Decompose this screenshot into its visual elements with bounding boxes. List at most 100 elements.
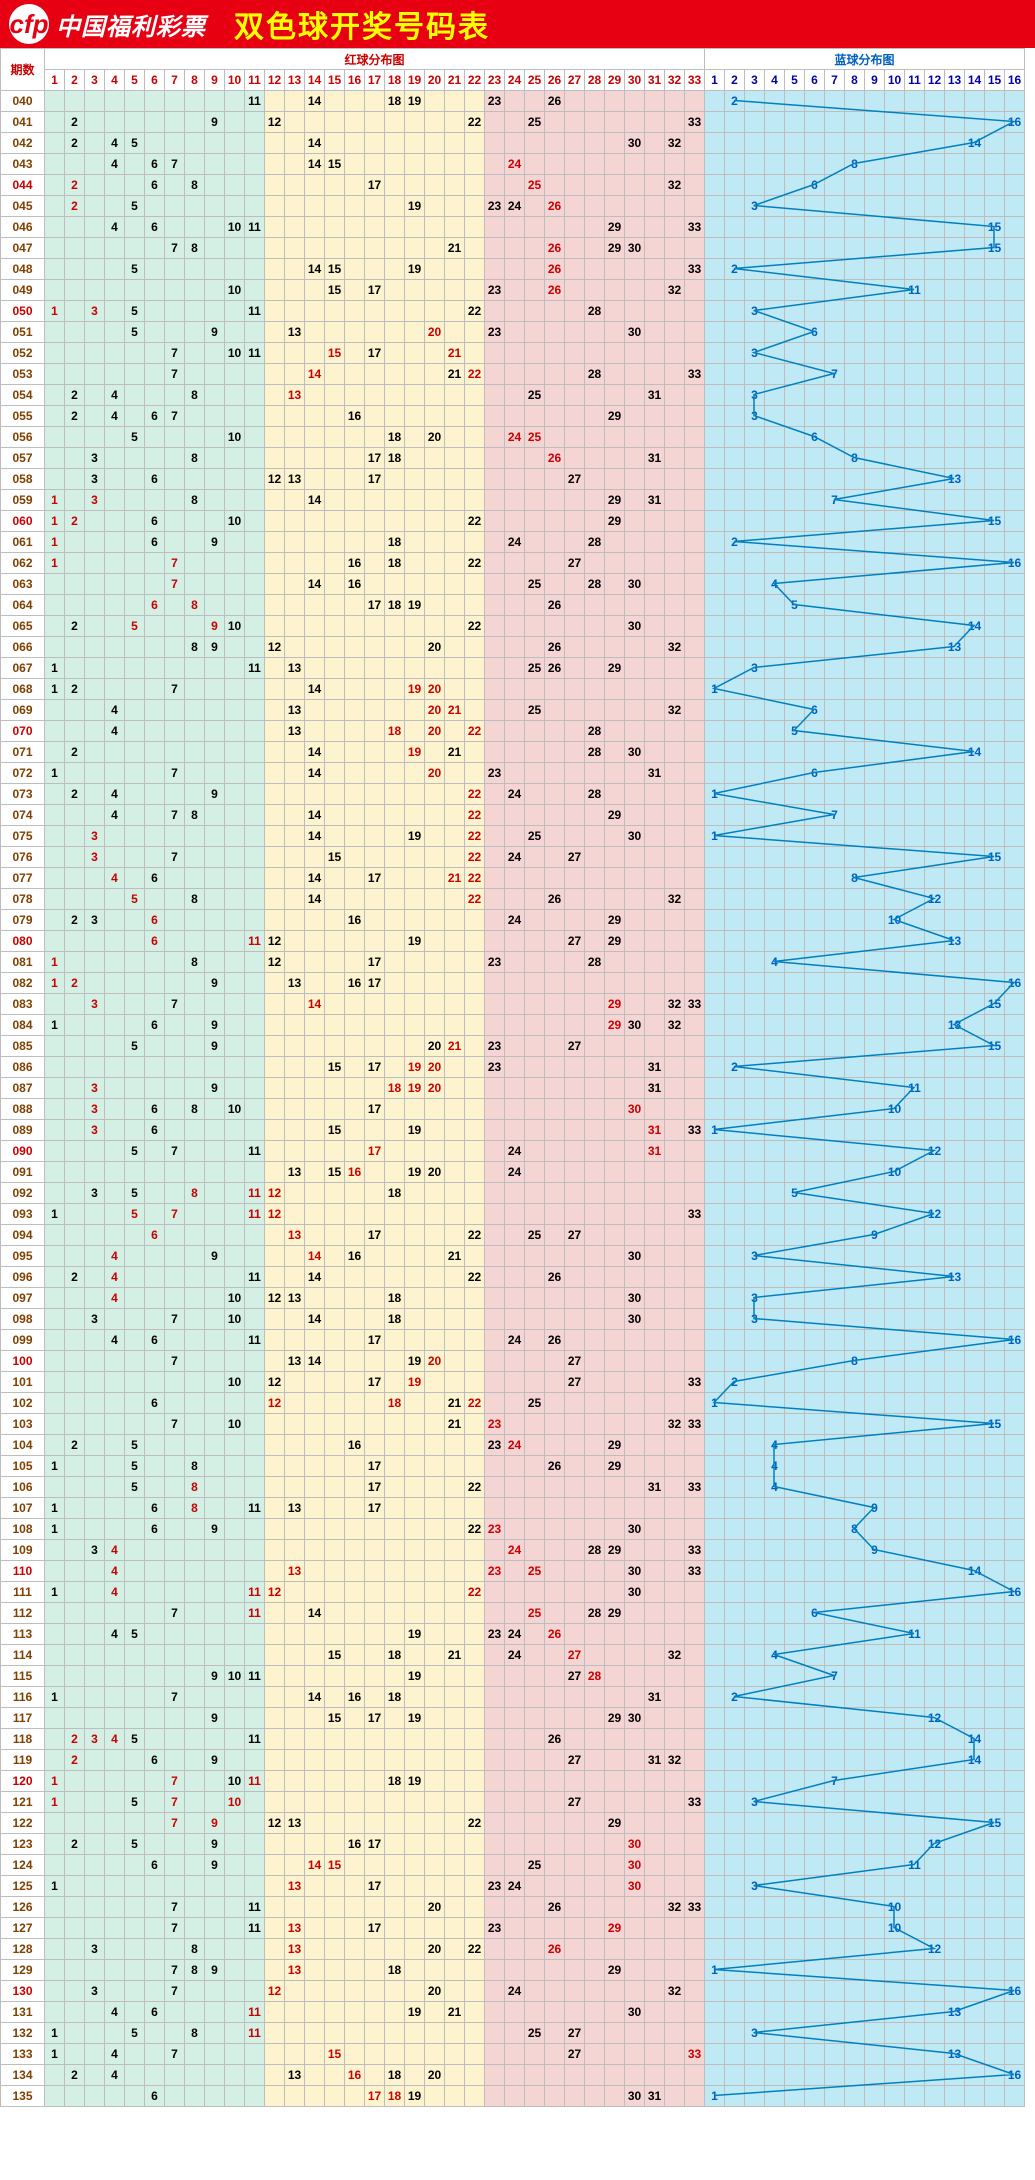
blue-cell xyxy=(865,847,885,868)
red-cell xyxy=(85,1666,105,1687)
red-cell xyxy=(285,175,305,196)
red-cell xyxy=(425,1540,445,1561)
red-cell xyxy=(365,2065,385,2086)
red-cell xyxy=(45,1729,65,1750)
blue-cell xyxy=(825,1057,845,1078)
red-cell xyxy=(465,154,485,175)
red-cell xyxy=(225,679,245,700)
red-cell xyxy=(505,448,525,469)
red-cell: 21 xyxy=(445,700,465,721)
blue-cell xyxy=(905,1918,925,1939)
red-cell xyxy=(185,1897,205,1918)
red-cell xyxy=(685,133,705,154)
red-cell xyxy=(305,2044,325,2065)
red-cell xyxy=(465,1981,485,2002)
table-row: 048514151926332 xyxy=(1,259,1025,280)
blue-cell xyxy=(1005,133,1025,154)
red-cell xyxy=(385,1246,405,1267)
red-cell xyxy=(265,658,285,679)
table-row: 0434671415248 xyxy=(1,154,1025,175)
red-cell xyxy=(265,763,285,784)
blue-cell xyxy=(885,1981,905,2002)
red-cell xyxy=(425,406,445,427)
red-cell xyxy=(665,553,685,574)
red-cell: 30 xyxy=(625,1519,645,1540)
red-cell xyxy=(45,1309,65,1330)
blue-cell xyxy=(985,1225,1005,1246)
red-cell xyxy=(225,1120,245,1141)
blue-cell xyxy=(765,658,785,679)
red-cell xyxy=(225,721,245,742)
blue-cell xyxy=(845,469,865,490)
blue-cell xyxy=(805,364,825,385)
red-cell xyxy=(225,763,245,784)
red-cell xyxy=(205,196,225,217)
red-cell xyxy=(405,1729,425,1750)
blue-cell xyxy=(985,1183,1005,1204)
blue-cell xyxy=(925,1519,945,1540)
red-cell xyxy=(565,994,585,1015)
red-cell xyxy=(665,616,685,637)
red-cell xyxy=(265,994,285,1015)
red-cell xyxy=(65,1519,85,1540)
blue-cell xyxy=(905,574,925,595)
blue-cell xyxy=(725,1939,745,1960)
red-cell xyxy=(245,2065,265,2086)
red-cell xyxy=(485,2023,505,2044)
blue-cell xyxy=(865,994,885,1015)
red-cell xyxy=(665,406,685,427)
red-cell: 8 xyxy=(185,952,205,973)
blue-cell xyxy=(885,1288,905,1309)
blue-cell xyxy=(945,1687,965,1708)
red-cell: 2 xyxy=(65,1435,85,1456)
red-cell xyxy=(105,1204,125,1225)
red-cell xyxy=(185,154,205,175)
blue-cell: 15 xyxy=(985,511,1005,532)
red-cell xyxy=(525,1582,545,1603)
blue-cell xyxy=(885,1015,905,1036)
table-row: 1321581125273 xyxy=(1,2023,1025,2044)
red-cell: 17 xyxy=(365,952,385,973)
red-cell xyxy=(665,2023,685,2044)
red-cell xyxy=(525,1540,545,1561)
red-cell: 29 xyxy=(605,406,625,427)
red-cell xyxy=(405,1225,425,1246)
blue-cell xyxy=(1005,721,1025,742)
red-cell xyxy=(645,1792,665,1813)
red-cell: 30 xyxy=(625,133,645,154)
blue-cell xyxy=(765,490,785,511)
blue-cell xyxy=(965,679,985,700)
red-cell xyxy=(505,1204,525,1225)
red-cell: 30 xyxy=(625,1309,645,1330)
red-cell xyxy=(545,2002,565,2023)
red-cell: 5 xyxy=(125,2023,145,2044)
red-cell xyxy=(545,700,565,721)
red-cell xyxy=(65,1771,85,1792)
red-cell xyxy=(185,1162,205,1183)
blue-cell xyxy=(965,1666,985,1687)
red-cell xyxy=(85,280,105,301)
blue-cell xyxy=(825,1099,845,1120)
red-cell xyxy=(485,616,505,637)
red-cell xyxy=(585,553,605,574)
red-cell xyxy=(205,679,225,700)
blue-cell xyxy=(1005,1603,1025,1624)
blue-cell xyxy=(925,343,945,364)
red-cell xyxy=(645,1246,665,1267)
red-cell xyxy=(505,1246,525,1267)
blue-cell: 1 xyxy=(705,2086,725,2107)
blue-cell xyxy=(985,826,1005,847)
red-cell xyxy=(265,133,285,154)
red-cell xyxy=(205,742,225,763)
red-cell xyxy=(605,1099,625,1120)
red-cell xyxy=(525,343,545,364)
blue-cell xyxy=(925,1960,945,1981)
red-cell xyxy=(205,133,225,154)
table-row: 1071681113179 xyxy=(1,1498,1025,1519)
red-cell xyxy=(485,2065,505,2086)
red-cell: 24 xyxy=(505,847,525,868)
period-cell: 104 xyxy=(1,1435,45,1456)
red-cell xyxy=(105,1813,125,1834)
blue-cell: 2 xyxy=(725,1372,745,1393)
red-cell xyxy=(65,238,85,259)
